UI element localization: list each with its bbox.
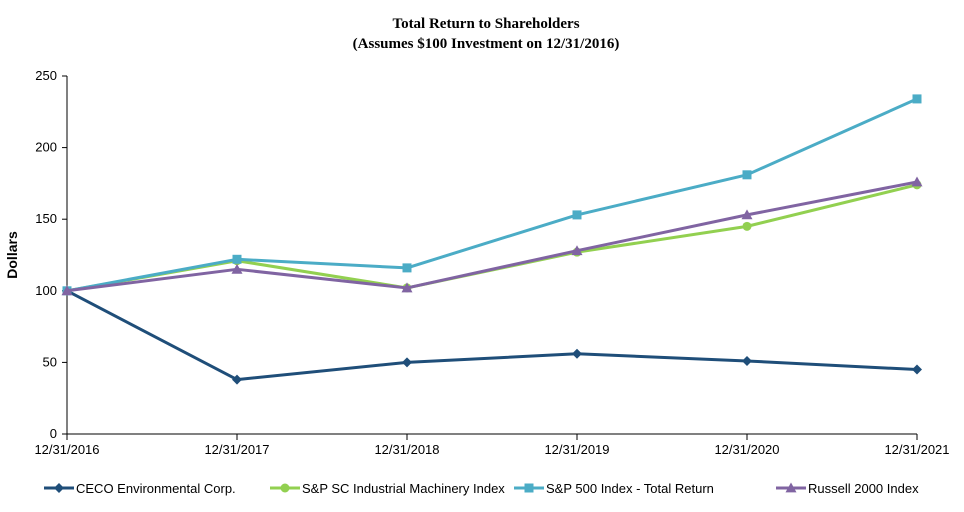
y-tick-label: 0 [50, 426, 57, 441]
y-axis-title: Dollars [4, 231, 20, 279]
x-tick-label: 12/31/2018 [374, 442, 439, 457]
data-point [741, 209, 753, 220]
legend-item: Russell 2000 Index [776, 481, 919, 496]
y-tick-label: 150 [35, 211, 57, 226]
data-point [742, 170, 752, 180]
y-tick-label: 100 [35, 283, 57, 298]
data-point [232, 374, 242, 385]
data-point [402, 263, 412, 273]
data-point [232, 254, 242, 264]
data-point [912, 94, 922, 104]
legend-swatch-marker [785, 482, 797, 493]
data-point [231, 263, 243, 274]
data-point [742, 221, 752, 231]
data-point [571, 245, 583, 256]
legend-label: S&P SC Industrial Machinery Index [302, 481, 505, 496]
y-tick-label: 50 [43, 354, 57, 369]
legend-item: S&P SC Industrial Machinery Index [270, 481, 505, 496]
x-tick-label: 12/31/2019 [544, 442, 609, 457]
x-tick-label: 12/31/2017 [204, 442, 269, 457]
data-point [401, 282, 413, 293]
legend-swatch-marker [524, 483, 534, 493]
legend-swatch-marker [54, 483, 64, 493]
legend-label: Russell 2000 Index [808, 481, 919, 496]
series-group [62, 94, 922, 296]
series-line [66, 97, 918, 293]
y-tick-label: 200 [35, 140, 57, 155]
data-point [911, 176, 923, 187]
x-tick-label: 12/31/2020 [714, 442, 779, 457]
legend: CECO Environmental Corp. S&P SC Industria… [44, 481, 919, 496]
data-point [402, 357, 412, 368]
series-line [66, 180, 918, 293]
legend-item: CECO Environmental Corp. [44, 481, 236, 496]
data-point [742, 355, 752, 366]
data-point [61, 285, 73, 296]
series-layer [61, 94, 923, 385]
x-tick-label: 12/31/2021 [884, 442, 949, 457]
y-tick-label: 250 [35, 68, 57, 83]
x-tick-label: 12/31/2016 [34, 442, 99, 457]
series-group [62, 285, 922, 385]
series-line [66, 289, 918, 382]
legend-label: CECO Environmental Corp. [76, 481, 236, 496]
series-group [62, 180, 922, 296]
legend-swatch-marker [280, 483, 290, 493]
legend-item: S&P 500 Index - Total Return [514, 481, 714, 496]
axes: 0 50 100 150 200 250 12/31/2016 12/31/2017 12/31… [34, 68, 949, 457]
legend-label: S&P 500 Index - Total Return [546, 481, 714, 496]
series-group [61, 176, 923, 296]
data-point [912, 364, 922, 375]
data-point [572, 348, 582, 359]
data-point [572, 210, 582, 220]
chart-subtitle: (Assumes $100 Investment on 12/31/2016) [353, 36, 620, 52]
chart-title: Total Return to Shareholders [392, 16, 579, 32]
